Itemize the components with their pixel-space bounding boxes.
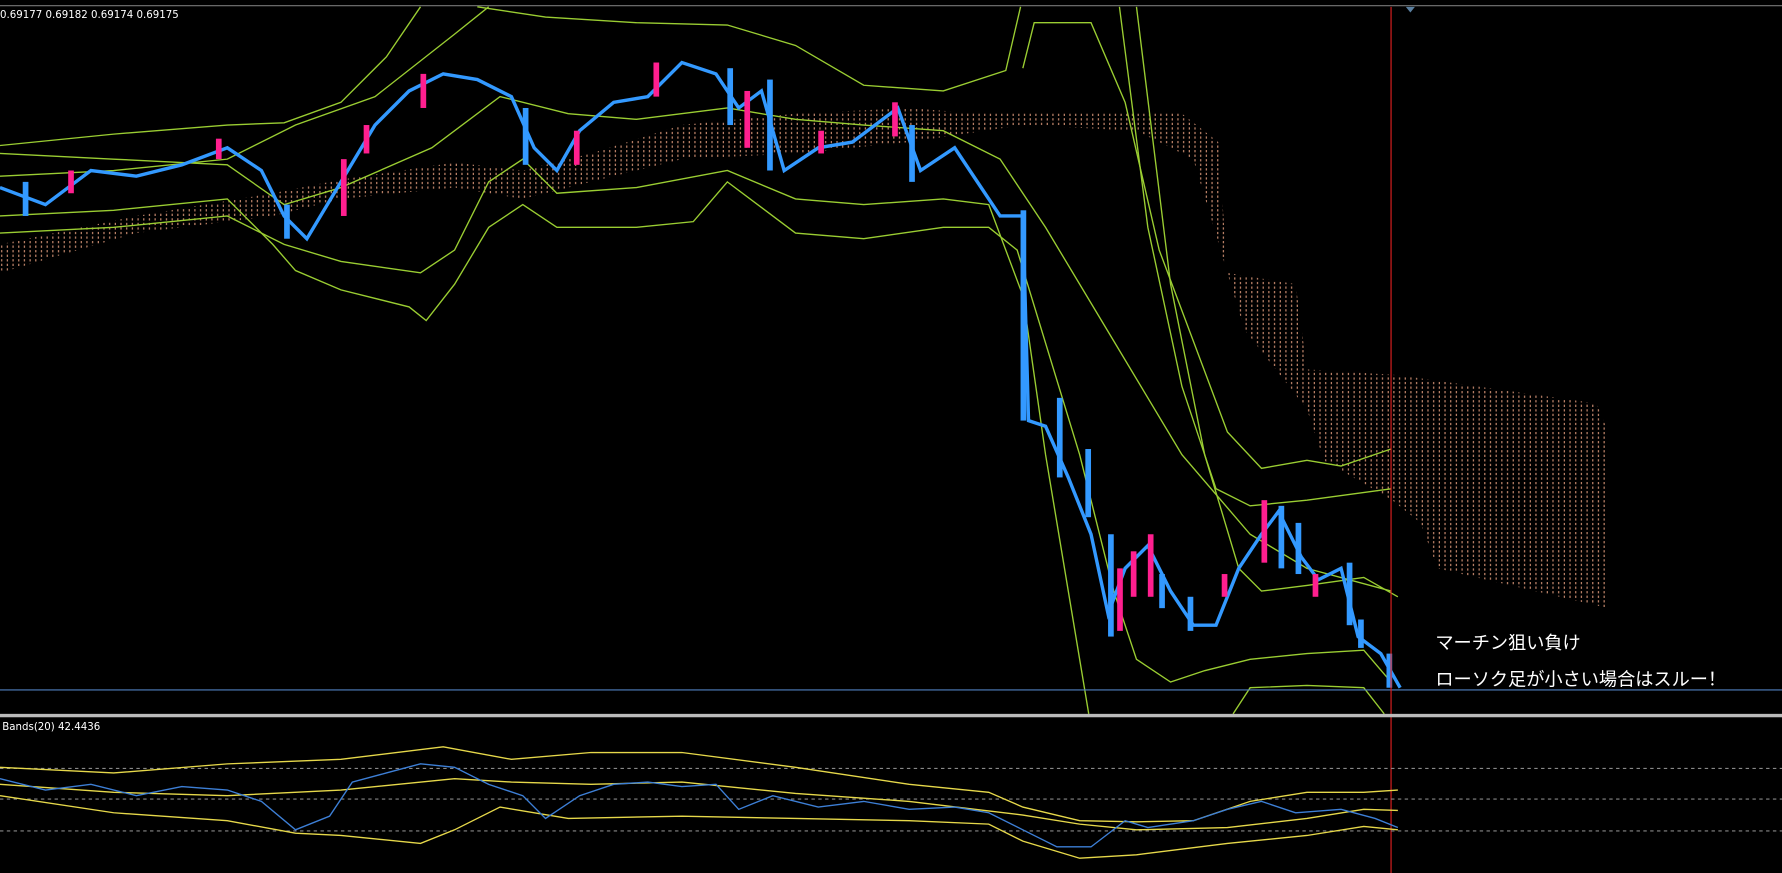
band-middle <box>0 95 1392 592</box>
band-lower <box>0 180 1392 683</box>
annotation: ローソク足が小さい場合はスルー！ <box>1435 669 1726 690</box>
band-bottom <box>1232 684 1385 715</box>
annotation: マーチン狙い負け <box>1435 633 1580 654</box>
sub-band-lower <box>0 795 1398 859</box>
band-upper <box>477 6 1022 92</box>
band-upper <box>0 6 422 147</box>
ichimoku-cloud <box>0 107 1609 609</box>
bear-candles <box>22 68 1393 688</box>
band-steep <box>1118 6 1392 507</box>
sub-band-middle <box>0 777 1398 831</box>
band-upper <box>1022 22 1392 470</box>
shift-marker <box>1405 6 1415 13</box>
indicator-label: Bands(20) 42.4436 <box>2 722 100 733</box>
sub-band-upper <box>0 746 1398 823</box>
bull-candles <box>68 62 1319 631</box>
band-lower <box>0 158 1090 714</box>
sub-indicator <box>0 763 1399 848</box>
band-outer <box>0 6 490 177</box>
band-steep <box>1135 6 1399 598</box>
ohlc-readout: 0.69177 0.69182 0.69174 0.69175 <box>0 10 179 21</box>
window-separator <box>0 713 1782 718</box>
